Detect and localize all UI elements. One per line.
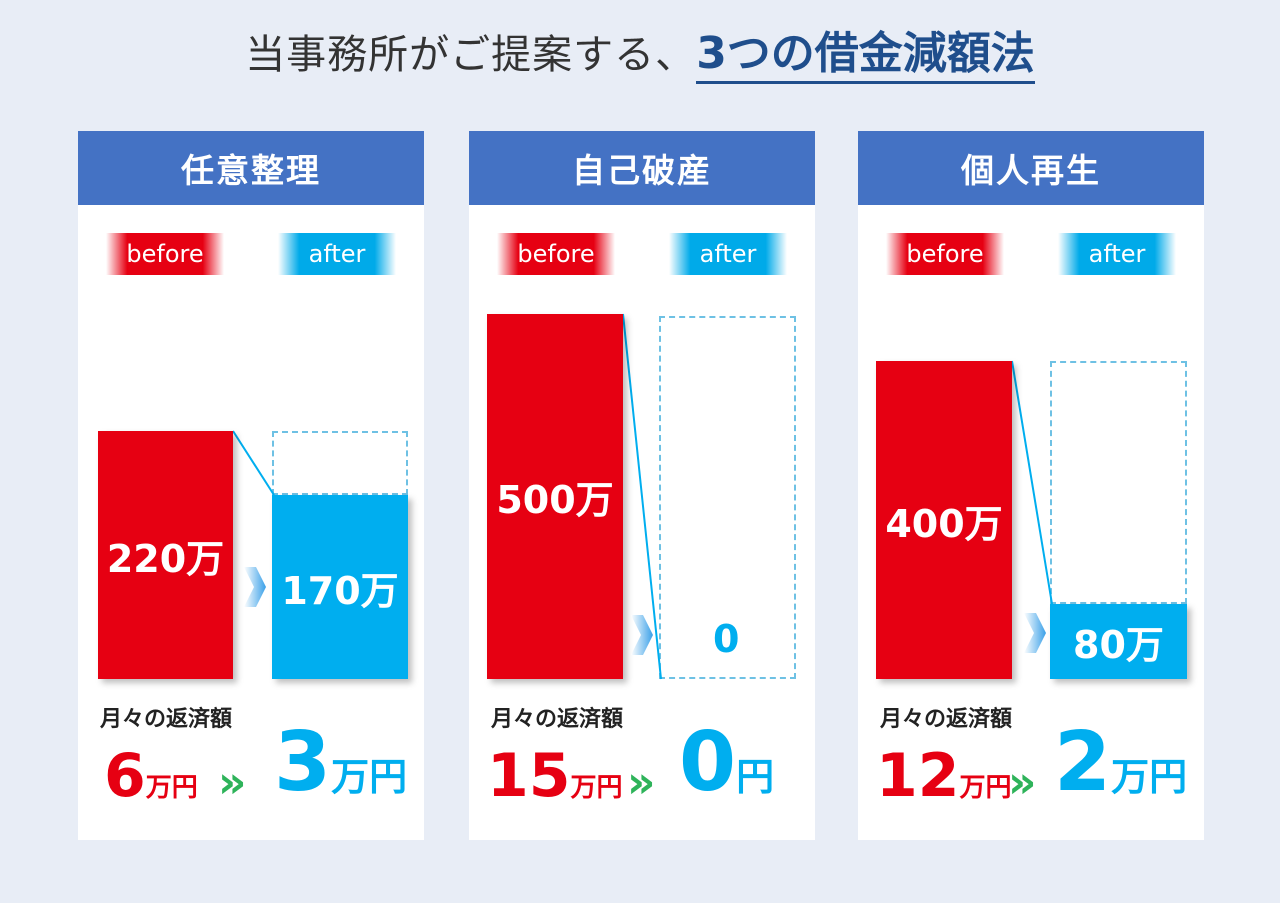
after-bar: 80万 (1050, 604, 1187, 679)
monthly-payment-label: 月々の返済額 (100, 707, 233, 732)
before-tag: before (886, 233, 1004, 275)
headline-prefix: 当事務所がご提案する、 (245, 32, 697, 78)
monthly-before-value: 15万円 (487, 741, 623, 811)
monthly-payment-label: 月々の返済額 (491, 707, 624, 732)
monthly-after-value: 2万円 (1054, 715, 1188, 810)
before-tag: before (106, 233, 224, 275)
page-headline: 当事務所がご提案する、3つの借金減額法 (0, 22, 1280, 87)
after-bar-value: 0 (713, 617, 740, 661)
after-bar: 170万 (272, 495, 408, 679)
before-bar: 400万 (876, 361, 1012, 679)
monthly-before-value: 12万円 (876, 741, 1012, 811)
reduction-outline (272, 431, 408, 495)
card-individual-rehabilitation: 個人再生 before after 400万 80万 月々の返済額 12万円 »… (858, 131, 1204, 840)
monthly-payment-label: 月々の返済額 (880, 707, 1013, 732)
monthly-before-value: 6万円 (104, 741, 198, 811)
card-title: 個人再生 (858, 131, 1204, 205)
reduction-outline (1050, 361, 1187, 604)
before-tag: before (497, 233, 615, 275)
before-bar: 500万 (487, 314, 623, 679)
monthly-after-value: 3万円 (274, 715, 408, 810)
headline-emphasis: 3つの借金減額法 (696, 28, 1035, 84)
after-tag: after (669, 233, 787, 275)
double-chevron-icon: » (627, 757, 656, 808)
before-bar: 220万 (98, 431, 233, 679)
double-chevron-icon: » (218, 757, 247, 808)
after-tag: after (278, 233, 396, 275)
card-title: 自己破産 (469, 131, 815, 205)
double-chevron-icon: » (1008, 757, 1037, 808)
after-tag: after (1058, 233, 1176, 275)
card-voluntary-arrangement: 任意整理 before after 220万 170万 月々の返済額 6万円 »… (78, 131, 424, 840)
card-bankruptcy: 自己破産 before after 500万 0 月々の返済額 15万円 » 0… (469, 131, 815, 840)
card-title: 任意整理 (78, 131, 424, 205)
monthly-after-value: 0円 (679, 715, 775, 810)
